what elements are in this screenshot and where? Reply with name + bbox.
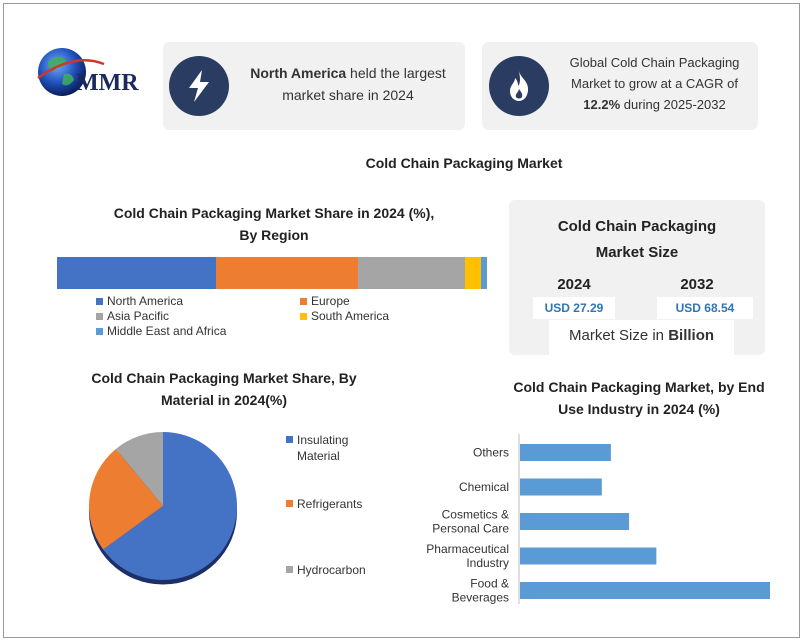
category-tick-label: Cosmetics & <box>442 508 509 522</box>
material-legend-item: Insulating Material <box>286 432 348 464</box>
end-use-bar <box>520 478 602 496</box>
legend-label: Refrigerants <box>297 497 363 511</box>
legend-swatch <box>300 312 307 320</box>
end-use-bar-chart: Others Chemical Cosmetics &Personal Care Ph… <box>426 434 770 605</box>
region-legend-item: Europe <box>300 294 350 308</box>
legend-label: North America <box>107 294 184 308</box>
region-legend: North America Europe Asia Pacific South Ame… <box>96 294 426 344</box>
end-use-chart-title: Cold Chain Packaging Market, by End Use … <box>513 379 765 417</box>
category-tick-label: Personal Care <box>432 522 509 536</box>
region-legend-item: Asia Pacific <box>96 309 169 323</box>
legend-swatch <box>96 327 103 335</box>
legend-swatch <box>286 436 293 443</box>
category-tick-label: Chemical <box>459 480 509 494</box>
region-legend-item: South America <box>300 309 389 323</box>
globe-icon <box>37 48 105 96</box>
highlight-text-cagr: Global Cold Chain Packaging Market to gr… <box>569 55 740 112</box>
legend-swatch <box>286 500 293 507</box>
legend-swatch <box>96 312 103 320</box>
legend-swatch <box>300 297 307 305</box>
end-use-bar <box>520 547 657 565</box>
highlight-text-region: North America held the largest market sh… <box>250 65 446 103</box>
end-use-bar <box>520 444 611 461</box>
region-chart-title: Cold Chain Packaging Market Share in 202… <box>113 205 435 243</box>
end-use-bar <box>520 513 630 530</box>
region-bar-segment-south-america <box>465 257 481 289</box>
legend-swatch <box>286 566 293 573</box>
material-legend-item: Refrigerants <box>286 496 362 512</box>
pie-slice-insulating-material <box>103 432 237 580</box>
region-legend-item: North America <box>96 294 183 308</box>
year-2024-label: 2024 <box>557 276 591 293</box>
legend-label: Europe <box>311 294 350 308</box>
material-legend: Insulating Material Refrigerants Hydrocarbo… <box>286 428 396 588</box>
market-size-title: Cold Chain Packaging Market Size <box>557 218 717 261</box>
main-title: Cold Chain Packaging Market <box>365 155 563 171</box>
legend-label: South America <box>311 309 390 323</box>
logo-text: MMR <box>76 70 139 96</box>
material-pie-chart <box>89 432 237 585</box>
flame-icon <box>489 56 549 116</box>
pie-slice-refrigerants <box>89 448 163 550</box>
region-bar-segment-asia-pacific <box>357 257 466 289</box>
legend-label: Material <box>297 449 340 463</box>
legend-label: Middle East and Africa <box>107 324 227 338</box>
highlight-card-cagr: Global Cold Chain Packaging Market to gr… <box>482 42 758 130</box>
legend-swatch <box>96 297 103 305</box>
value-2032: USD 68.54 <box>657 297 753 319</box>
legend-label: Asia Pacific <box>107 309 170 323</box>
pie-slice-hydrocarbon <box>115 432 163 506</box>
year-2032-label: 2032 <box>680 276 714 293</box>
region-bar-segment-north-america <box>57 257 217 289</box>
legend-label: Insulating <box>297 433 349 447</box>
material-chart-title: Cold Chain Packaging Market Share, By Ma… <box>91 370 357 408</box>
category-tick-label: Others <box>473 446 509 460</box>
lightning-icon <box>169 56 229 116</box>
category-tick-label: Food & <box>470 577 509 591</box>
region-bar-segment-middle-east-and-africa <box>480 257 487 289</box>
region-stacked-bar <box>57 257 487 289</box>
region-bar-segment-europe <box>216 257 358 289</box>
category-tick-label: Beverages <box>452 591 509 605</box>
highlight-card-region: North America held the largest market sh… <box>163 42 465 130</box>
category-tick-label: Pharmaceutical <box>426 542 509 556</box>
market-size-unit: Market Size in Billion <box>549 320 734 356</box>
infographic-frame: MMR North America held the largest marke… <box>3 3 800 638</box>
region-legend-item: Middle East and Africa <box>96 324 226 338</box>
market-size-card: Cold Chain Packaging Market Size 2024 20… <box>509 200 765 356</box>
end-use-bar <box>520 582 770 599</box>
brand-logo: MMR <box>34 42 154 102</box>
material-legend-item: Hydrocarbon <box>286 562 366 578</box>
legend-label: Hydrocarbon <box>297 563 366 577</box>
value-2024: USD 27.29 <box>533 297 615 319</box>
category-tick-label: Industry <box>466 556 509 570</box>
